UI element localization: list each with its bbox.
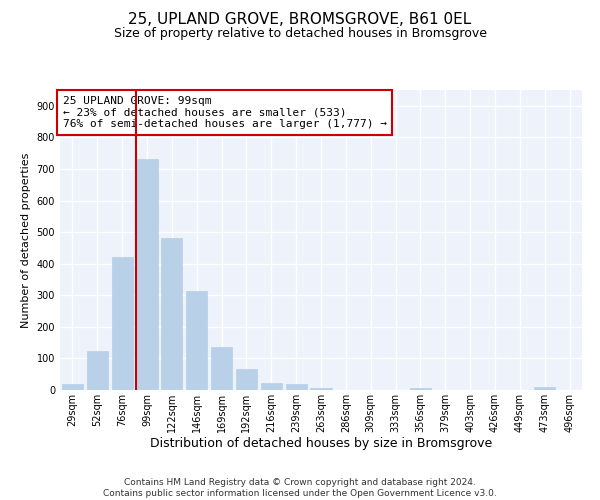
Bar: [161, 238, 182, 390]
Y-axis label: Number of detached properties: Number of detached properties: [21, 152, 31, 328]
Bar: [310, 388, 332, 390]
Bar: [410, 388, 431, 390]
Bar: [186, 290, 207, 390]
Bar: [62, 384, 83, 390]
Bar: [286, 384, 307, 390]
Bar: [87, 352, 108, 390]
Text: Size of property relative to detached houses in Bromsgrove: Size of property relative to detached ho…: [113, 28, 487, 40]
Text: Distribution of detached houses by size in Bromsgrove: Distribution of detached houses by size …: [150, 438, 492, 450]
Bar: [261, 382, 282, 390]
Bar: [534, 388, 555, 390]
Bar: [136, 160, 158, 390]
Text: 25 UPLAND GROVE: 99sqm
← 23% of detached houses are smaller (533)
76% of semi-de: 25 UPLAND GROVE: 99sqm ← 23% of detached…: [62, 96, 386, 129]
Bar: [236, 369, 257, 390]
Bar: [211, 348, 232, 390]
Text: 25, UPLAND GROVE, BROMSGROVE, B61 0EL: 25, UPLAND GROVE, BROMSGROVE, B61 0EL: [128, 12, 472, 28]
Bar: [112, 258, 133, 390]
Text: Contains HM Land Registry data © Crown copyright and database right 2024.
Contai: Contains HM Land Registry data © Crown c…: [103, 478, 497, 498]
